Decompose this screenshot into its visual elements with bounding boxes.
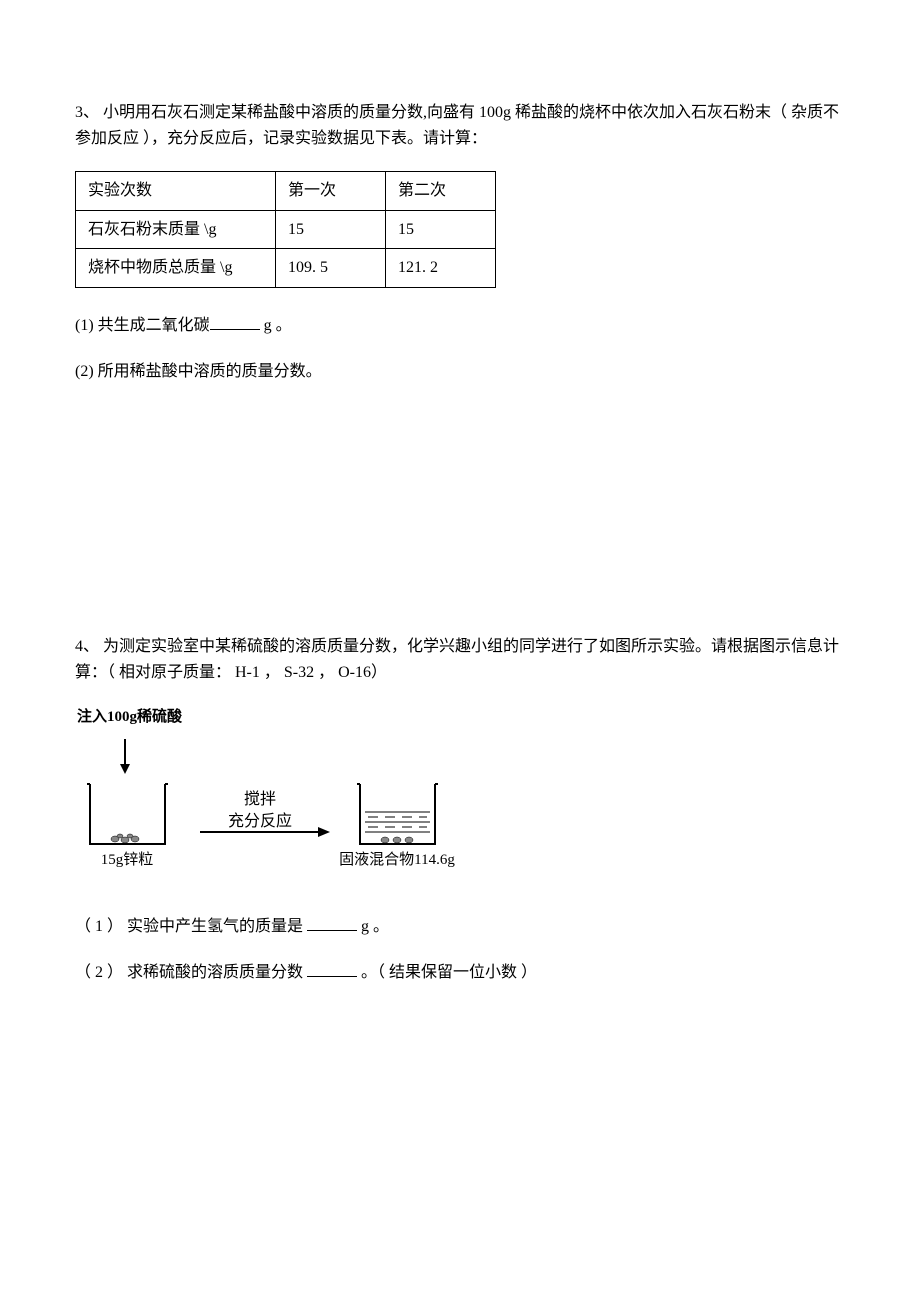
table-row: 石灰石粉末质量 \g 15 15 xyxy=(76,210,496,249)
fill-blank[interactable] xyxy=(210,314,260,330)
q3-sub2: (2) 所用稀盐酸中溶质的质量分数。 xyxy=(75,359,845,385)
experiment-diagram-svg: 15g锌粒 搅拌 充分反应 xyxy=(75,734,495,884)
q3-sub1: (1) 共生成二氧化碳 g 。 xyxy=(75,313,845,339)
q4-intro-text: 为测定实验室中某稀硫酸的溶质质量分数，化学兴趣小组的同学进行了如图所示实验。请根… xyxy=(75,638,839,681)
q4-intro: 4、 为测定实验室中某稀硫酸的溶质质量分数，化学兴趣小组的同学进行了如图所示实验… xyxy=(75,634,845,685)
table-header-cell: 第二次 xyxy=(386,172,496,211)
q3-number: 3、 xyxy=(75,104,99,121)
diagram-top-label: 注入100g稀硫酸 xyxy=(77,705,845,729)
table-row: 烧杯中物质总质量 \g 109. 5 121. 2 xyxy=(76,249,496,288)
q4-sub2-suffix: 。（ 结果保留一位小数 ） xyxy=(357,964,537,981)
q3-sub1-prefix: (1) 共生成二氧化碳 xyxy=(75,317,210,334)
q3-data-table: 实验次数 第一次 第二次 石灰石粉末质量 \g 15 15 烧杯中物质总质量 \… xyxy=(75,171,496,288)
arrow-label-bottom: 充分反应 xyxy=(228,811,292,830)
beaker-2 xyxy=(357,784,438,844)
table-cell: 109. 5 xyxy=(276,249,386,288)
q4-sub2-prefix: （ 2 ） 求稀硫酸的溶质质量分数 xyxy=(75,964,307,981)
q4-sub2: （ 2 ） 求稀硫酸的溶质质量分数 。（ 结果保留一位小数 ） xyxy=(75,960,845,986)
q3-intro: 3、 小明用石灰石测定某稀盐酸中溶质的质量分数,向盛有 100g 稀盐酸的烧杯中… xyxy=(75,100,845,151)
q4-sub1: （ 1 ） 实验中产生氢气的质量是 g 。 xyxy=(75,914,845,940)
beaker2-label: 固液混合物114.6g xyxy=(339,851,455,868)
table-cell: 石灰石粉末质量 \g xyxy=(76,210,276,249)
q4-sub1-prefix: （ 1 ） 实验中产生氢气的质量是 xyxy=(75,918,307,935)
q3-sub1-suffix: g 。 xyxy=(260,317,292,334)
q4-sub1-suffix: g 。 xyxy=(357,918,389,935)
arrow-label-top: 搅拌 xyxy=(244,790,276,808)
table-cell: 15 xyxy=(386,210,496,249)
q4-number: 4、 xyxy=(75,638,99,655)
beaker-1 xyxy=(87,784,168,844)
q3-intro-text: 小明用石灰石测定某稀盐酸中溶质的质量分数,向盛有 100g 稀盐酸的烧杯中依次加… xyxy=(75,104,839,147)
horizontal-arrow-head xyxy=(318,827,330,837)
table-cell: 15 xyxy=(276,210,386,249)
table-cell: 121. 2 xyxy=(386,249,496,288)
question-3: 3、 小明用石灰石测定某稀盐酸中溶质的质量分数,向盛有 100g 稀盐酸的烧杯中… xyxy=(75,100,845,384)
table-header-cell: 第一次 xyxy=(276,172,386,211)
fill-blank[interactable] xyxy=(307,961,357,977)
down-arrow-head xyxy=(120,764,130,774)
table-header-cell: 实验次数 xyxy=(76,172,276,211)
table-header-row: 实验次数 第一次 第二次 xyxy=(76,172,496,211)
q4-diagram: 注入100g稀硫酸 15g锌粒 搅拌 充分反应 xyxy=(75,705,845,884)
beaker1-label: 15g锌粒 xyxy=(101,851,154,868)
table-cell: 烧杯中物质总质量 \g xyxy=(76,249,276,288)
question-4: 4、 为测定实验室中某稀硫酸的溶质质量分数，化学兴趣小组的同学进行了如图所示实验… xyxy=(75,634,845,985)
spacer xyxy=(75,414,845,634)
fill-blank[interactable] xyxy=(307,915,357,931)
